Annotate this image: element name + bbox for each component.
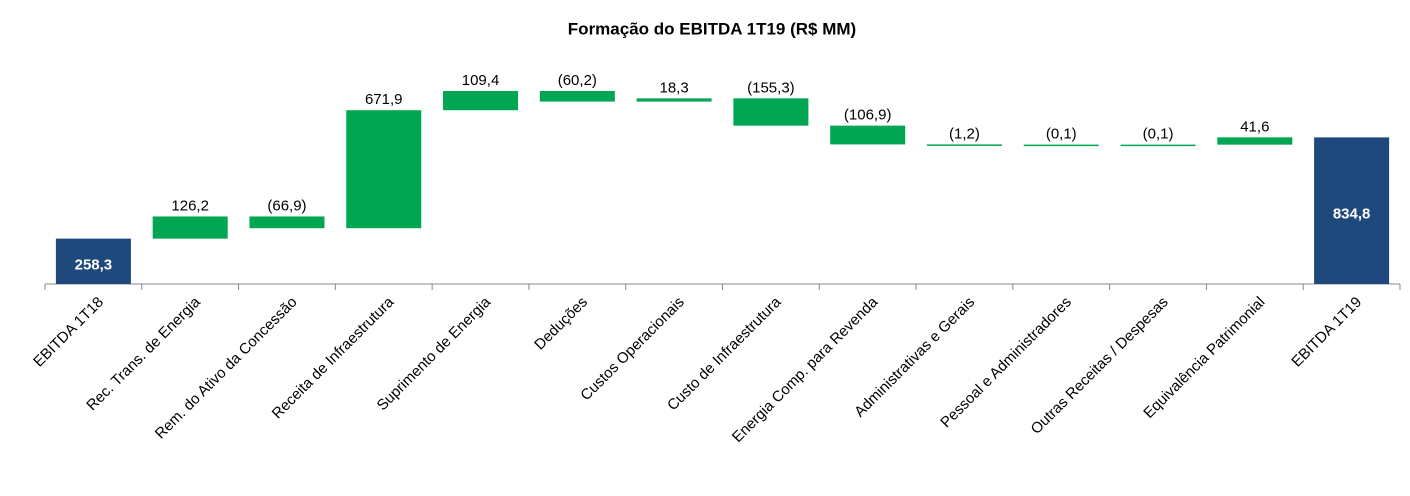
bar: [1217, 137, 1293, 145]
total-bar: [55, 238, 131, 284]
bar: [1023, 144, 1099, 147]
bar: [443, 91, 519, 111]
x-tick-label: Custos Operacionais: [577, 294, 687, 404]
value-label: 671,9: [365, 91, 403, 108]
chart-title: Formação do EBITDA 1T19 (R$ MM): [568, 19, 856, 38]
x-tick-group: Deduções: [531, 294, 591, 354]
value-label: 41,6: [1240, 118, 1269, 135]
bar: [830, 125, 906, 145]
x-tick-group: Custos Operacionais: [577, 294, 687, 404]
value-label: (1,2): [949, 125, 980, 142]
bar: [1120, 144, 1196, 147]
x-tick-label: EBITDA 1T19: [1288, 294, 1365, 371]
value-label: (155,3): [747, 79, 795, 96]
value-label: 18,3: [660, 79, 689, 96]
value-label: 834,8: [1333, 206, 1371, 223]
x-tick-label: Deduções: [531, 294, 591, 354]
bar: [249, 216, 325, 229]
bar: [926, 144, 1002, 146]
value-label: (106,9): [844, 107, 892, 124]
value-label: 109,4: [462, 72, 500, 89]
x-tick-group: Suprimento de Energia: [374, 293, 495, 414]
bar: [539, 91, 615, 102]
x-tick-label: EBITDA 1T18: [30, 294, 107, 371]
value-label: (66,9): [267, 197, 306, 214]
value-label: (60,2): [558, 72, 597, 89]
bar: [152, 216, 228, 239]
value-label: (0,1): [1143, 126, 1174, 143]
value-label: 126,2: [171, 197, 209, 214]
x-tick-group: EBITDA 1T19: [1288, 294, 1365, 371]
value-label: 258,3: [75, 256, 113, 273]
x-tick-label: Suprimento de Energia: [374, 293, 495, 414]
bar: [636, 98, 712, 102]
value-label: (0,1): [1046, 126, 1077, 143]
bar: [346, 110, 422, 229]
bar: [733, 98, 809, 126]
x-tick-group: EBITDA 1T18: [30, 294, 107, 371]
total-bar: [1314, 137, 1390, 284]
